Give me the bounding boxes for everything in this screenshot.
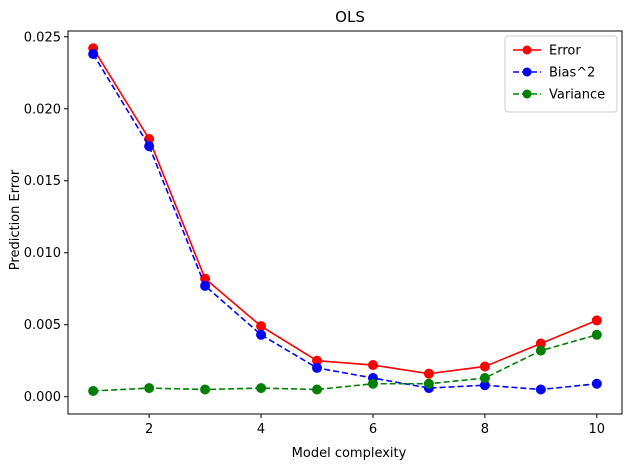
- legend-label: Error: [549, 44, 581, 59]
- data-point: [591, 378, 602, 389]
- data-point: [591, 329, 602, 340]
- series-line: [92, 53, 597, 391]
- data-point: [88, 385, 99, 396]
- y-tick-label: 0.020: [24, 102, 61, 117]
- x-tick-label: 2: [145, 422, 153, 437]
- plot-frame: [67, 30, 623, 415]
- data-point: [256, 321, 267, 332]
- chart-title: OLS: [335, 8, 365, 26]
- x-tick-label: 8: [481, 422, 489, 437]
- y-tick-label: 0.010: [24, 246, 61, 261]
- legend-marker: [522, 67, 532, 77]
- data-point: [88, 49, 99, 60]
- y-tick-label: 0.000: [24, 390, 61, 405]
- data-point: [200, 384, 211, 395]
- series-line: [92, 47, 598, 375]
- x-tick-label: 10: [589, 422, 606, 437]
- x-axis-label: Model complexity: [292, 446, 407, 461]
- data-point: [256, 329, 267, 340]
- x-tick-label: 6: [369, 422, 377, 437]
- y-tick-label: 0.025: [24, 30, 61, 45]
- legend-marker: [522, 45, 532, 55]
- data-point: [423, 378, 434, 389]
- data-point: [200, 280, 211, 291]
- series-line: [93, 334, 598, 392]
- data-point: [591, 315, 602, 326]
- y-tick-label: 0.005: [24, 318, 61, 333]
- data-point: [312, 362, 323, 373]
- y-axis-label: Prediction Error: [8, 169, 23, 270]
- y-tick-label: 0.015: [24, 174, 61, 189]
- x-tick-label: 4: [257, 422, 265, 437]
- plot-area: 2 4 6 8 10 0.000 0.005 0.010 0.015 0.020 0.025 Erro…: [24, 30, 623, 437]
- data-point: [144, 383, 155, 394]
- data-point: [479, 373, 490, 384]
- legend-box: [504, 35, 618, 113]
- data-point: [535, 345, 546, 356]
- data-point: [479, 361, 490, 372]
- data-point: [423, 368, 434, 379]
- legend-label: Variance: [549, 88, 605, 103]
- data-point: [312, 384, 323, 395]
- data-point: [535, 384, 546, 395]
- data-point: [144, 141, 155, 152]
- legend-label: Bias^2: [549, 66, 595, 81]
- data-point: [256, 383, 267, 394]
- data-point: [367, 378, 378, 389]
- legend-marker: [522, 89, 532, 99]
- data-point: [367, 360, 378, 371]
